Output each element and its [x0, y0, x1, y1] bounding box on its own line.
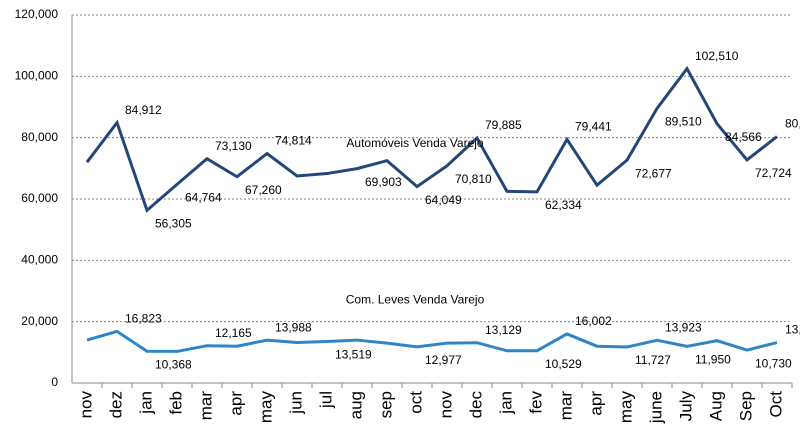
x-tick-label: nov [436, 391, 455, 419]
x-tick-label: june [646, 391, 665, 424]
data-label: 16,823 [125, 312, 162, 326]
data-label: 62,334 [545, 198, 582, 212]
data-label: 12,977 [425, 353, 462, 367]
x-tick-label: jan [136, 391, 155, 415]
data-label: 79,441 [575, 120, 612, 134]
series-label: Com. Leves Venda Varejo [346, 292, 485, 306]
x-tick-label: apr [226, 391, 245, 416]
x-tick-label: jan [496, 391, 515, 415]
data-label: 13,519 [335, 348, 372, 362]
data-label: 67,260 [245, 183, 282, 197]
data-label: 69,903 [365, 175, 402, 189]
data-label: 16,002 [575, 314, 612, 328]
x-tick-label: Sep [736, 391, 755, 421]
data-label: 102,510 [695, 49, 739, 63]
x-tick-label: jul [316, 391, 335, 409]
y-tick-label: 0 [51, 375, 58, 389]
y-tick-label: 40,000 [21, 253, 58, 267]
x-tick-label: Oct [766, 391, 785, 418]
x-tick-label: Aug [706, 391, 725, 421]
x-tick-label: apr [586, 391, 605, 416]
x-tick-label: mar [196, 391, 215, 421]
y-tick-label: 20,000 [21, 314, 58, 328]
data-label: 89,510 [665, 115, 702, 129]
x-tick-label: fev [526, 391, 545, 414]
data-label: 10,730 [755, 356, 792, 370]
series-label: Automóveis Venda Varejo [346, 136, 484, 150]
x-tick-label: mar [556, 391, 575, 421]
data-label: 10,529 [545, 357, 582, 371]
data-label: 11,950 [695, 353, 731, 367]
data-label: 84,566 [725, 130, 762, 144]
x-tick-label: nov [76, 391, 95, 419]
series-line [85, 65, 778, 213]
data-label: 13,988 [275, 320, 312, 334]
data-label: 10,368 [155, 357, 192, 371]
data-label: 56,305 [155, 217, 192, 231]
x-tick-label: jun [286, 391, 305, 415]
y-tick-label: 80,000 [21, 130, 58, 144]
series-line [86, 329, 778, 353]
data-label: 13,923 [665, 320, 702, 334]
x-tick-label: may [616, 391, 635, 424]
data-label: 13,129 [485, 323, 522, 337]
data-label: 80,376 [785, 117, 800, 131]
data-label: 74,814 [275, 134, 312, 148]
data-label: 70,810 [455, 172, 492, 186]
data-label: 84,912 [125, 103, 162, 117]
x-tick-label: dez [106, 391, 125, 418]
x-tick-label: July [676, 391, 695, 422]
y-tick-label: 100,000 [15, 69, 59, 83]
data-label: 64,764 [185, 191, 222, 205]
y-tick-label: 120,000 [15, 7, 59, 21]
x-tick-label: oct [406, 391, 425, 414]
x-tick-label: sep [376, 391, 395, 418]
x-tick-label: feb [166, 391, 185, 415]
data-label: 13,182 [785, 323, 800, 337]
x-tick-label: aug [346, 391, 365, 419]
data-label: 64,049 [425, 193, 462, 207]
data-label: 72,724 [755, 166, 792, 180]
data-label: 73,130 [215, 139, 252, 153]
y-tick-label: 60,000 [21, 191, 58, 205]
data-label: 79,885 [485, 118, 522, 132]
data-label: 12,165 [215, 326, 252, 340]
data-label: 11,727 [635, 353, 671, 367]
x-tick-label: dec [466, 391, 485, 419]
data-label: 72,677 [635, 166, 672, 180]
x-tick-label: may [256, 391, 275, 424]
